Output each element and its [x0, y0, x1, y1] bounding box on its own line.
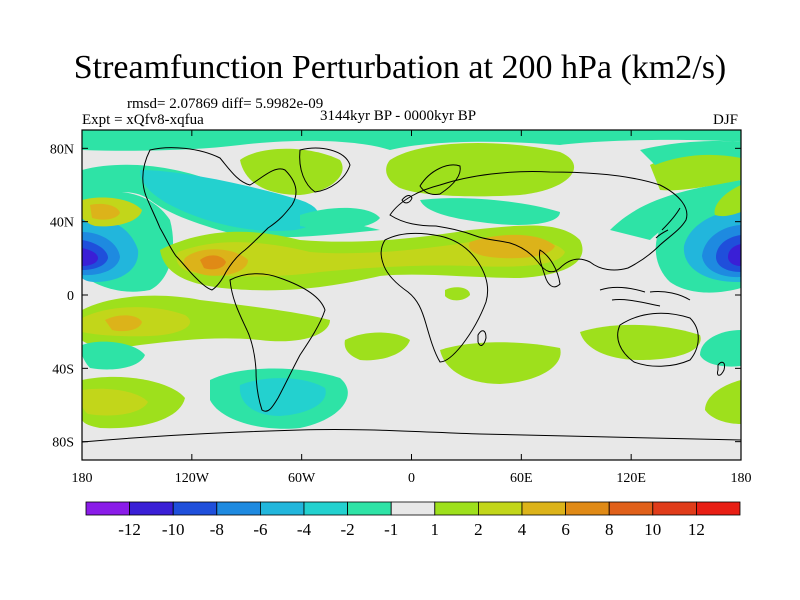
colorbar-swatch	[434, 501, 479, 516]
scandinavia-coast	[419, 164, 461, 195]
north-pacific-east-green	[650, 152, 741, 191]
colorbar-labels: -12 -10 -8 -6 -4 -2 -1 1 2 4 6 8 10 12	[118, 520, 705, 539]
maritime-continent-coast	[599, 286, 691, 307]
north-america-trough	[140, 170, 319, 232]
x-tick-label: 0	[408, 471, 415, 486]
period-label: 3144kyr BP - 0000kyr BP	[320, 108, 477, 124]
japan-coast	[655, 207, 681, 239]
central-america-ridge-core	[200, 255, 226, 270]
southeast-pacific-ridge	[705, 380, 741, 424]
colorbar-swatch	[85, 501, 130, 516]
east-north-pacific-trough	[640, 140, 741, 165]
australia-coast	[617, 312, 699, 367]
colorbar-label: -6	[253, 520, 267, 539]
pacific-low-east-core	[728, 244, 741, 266]
eurasia-ridge	[386, 142, 575, 197]
rmsd-diff-text: rmsd= 2.07869 diff= 5.9982e-09	[127, 96, 324, 112]
colorbar-label: 8	[605, 520, 614, 539]
colorbar-label: 12	[688, 520, 705, 539]
colorbar	[85, 501, 741, 516]
arctic-trough	[82, 130, 741, 151]
colorbar-label: 4	[518, 520, 527, 539]
pacific-low-west-core	[82, 248, 98, 266]
colorbar-swatch	[259, 501, 305, 516]
x-tick-label: 120E	[616, 471, 646, 486]
greenland-coast	[299, 147, 351, 193]
north-africa-ridge	[469, 234, 555, 259]
south-pacific-ridge-core	[105, 315, 142, 332]
southern-ocean-ridge-core	[82, 388, 148, 416]
coastlines	[82, 147, 741, 443]
africa-coast	[380, 232, 489, 363]
experiment-label: Expt = xQfv8-xqfua	[82, 112, 204, 128]
colorbar-label: 10	[644, 520, 661, 539]
north-america-coast	[142, 147, 297, 291]
colorbar-label: -4	[297, 520, 312, 539]
y-tick-label: 40S	[52, 362, 74, 377]
x-tick-label: 60W	[288, 471, 316, 486]
season-label: DJF	[713, 112, 739, 128]
axis-ticks	[81, 130, 742, 460]
colorbar-label: 6	[561, 520, 570, 539]
south-indian-ridge	[440, 342, 561, 384]
colorbar-swatch	[652, 501, 697, 516]
north-atlantic-trough-ne	[300, 207, 380, 230]
colorbar-swatch	[608, 501, 654, 516]
madagascar-coast	[477, 330, 487, 346]
colorbar-swatch	[390, 501, 436, 516]
colorbar-swatch	[129, 501, 174, 516]
colorbar-swatch	[172, 501, 218, 516]
new-zealand-coast	[717, 361, 725, 376]
southwest-pacific-cyan	[82, 341, 145, 370]
india-coast	[539, 249, 561, 288]
colorbar-label: -10	[162, 520, 185, 539]
south-indian-ridge-2	[580, 324, 701, 360]
colorbar-label: -12	[118, 520, 141, 539]
axis-tick-labels: 180 120W 60W 0 60E 120E 180 80N 40N 0 40S 80S	[50, 142, 752, 486]
y-tick-label: 0	[67, 289, 74, 304]
equatorial-atlantic-green	[445, 287, 470, 301]
colorbar-swatch	[347, 501, 392, 516]
y-tick-label: 80S	[52, 436, 74, 451]
canada-ridge	[240, 148, 343, 195]
chart-title: Streamfunction Perturbation at 200 hPa (…	[73, 49, 727, 86]
colorbar-label: 1	[431, 520, 440, 539]
east-north-pacific-ridge	[714, 185, 741, 217]
colorbar-label: -8	[210, 520, 224, 539]
eurasia-coast	[389, 171, 688, 273]
x-tick-label: 180	[731, 471, 752, 486]
y-tick-label: 40N	[50, 216, 74, 231]
colorbar-label: -2	[341, 520, 355, 539]
colorbar-swatch	[521, 501, 566, 516]
east-asia-trough	[610, 180, 741, 240]
colorbar-swatch	[696, 501, 741, 516]
x-tick-label: 120W	[175, 471, 210, 486]
colorbar-swatch	[565, 501, 610, 516]
colorbar-swatch	[303, 501, 348, 516]
colorbar-swatch	[477, 501, 523, 516]
southeast-pacific-cyan	[700, 330, 741, 367]
south-america-coast	[229, 273, 326, 412]
north-pacific-ridge-core	[90, 203, 120, 220]
colorbar-swatch	[216, 501, 261, 516]
british-isles-coast	[401, 195, 413, 204]
antarctica-coast	[82, 428, 741, 443]
colorbar-label: 2	[474, 520, 483, 539]
y-tick-label: 80N	[50, 142, 74, 157]
south-atlantic-ridge	[344, 332, 410, 361]
colorbar-label: -1	[384, 520, 398, 539]
north-atlantic-cyan	[420, 198, 560, 225]
x-tick-label: 180	[72, 471, 93, 486]
tropical-ridge-inner	[176, 239, 565, 277]
x-tick-label: 60E	[510, 471, 533, 486]
